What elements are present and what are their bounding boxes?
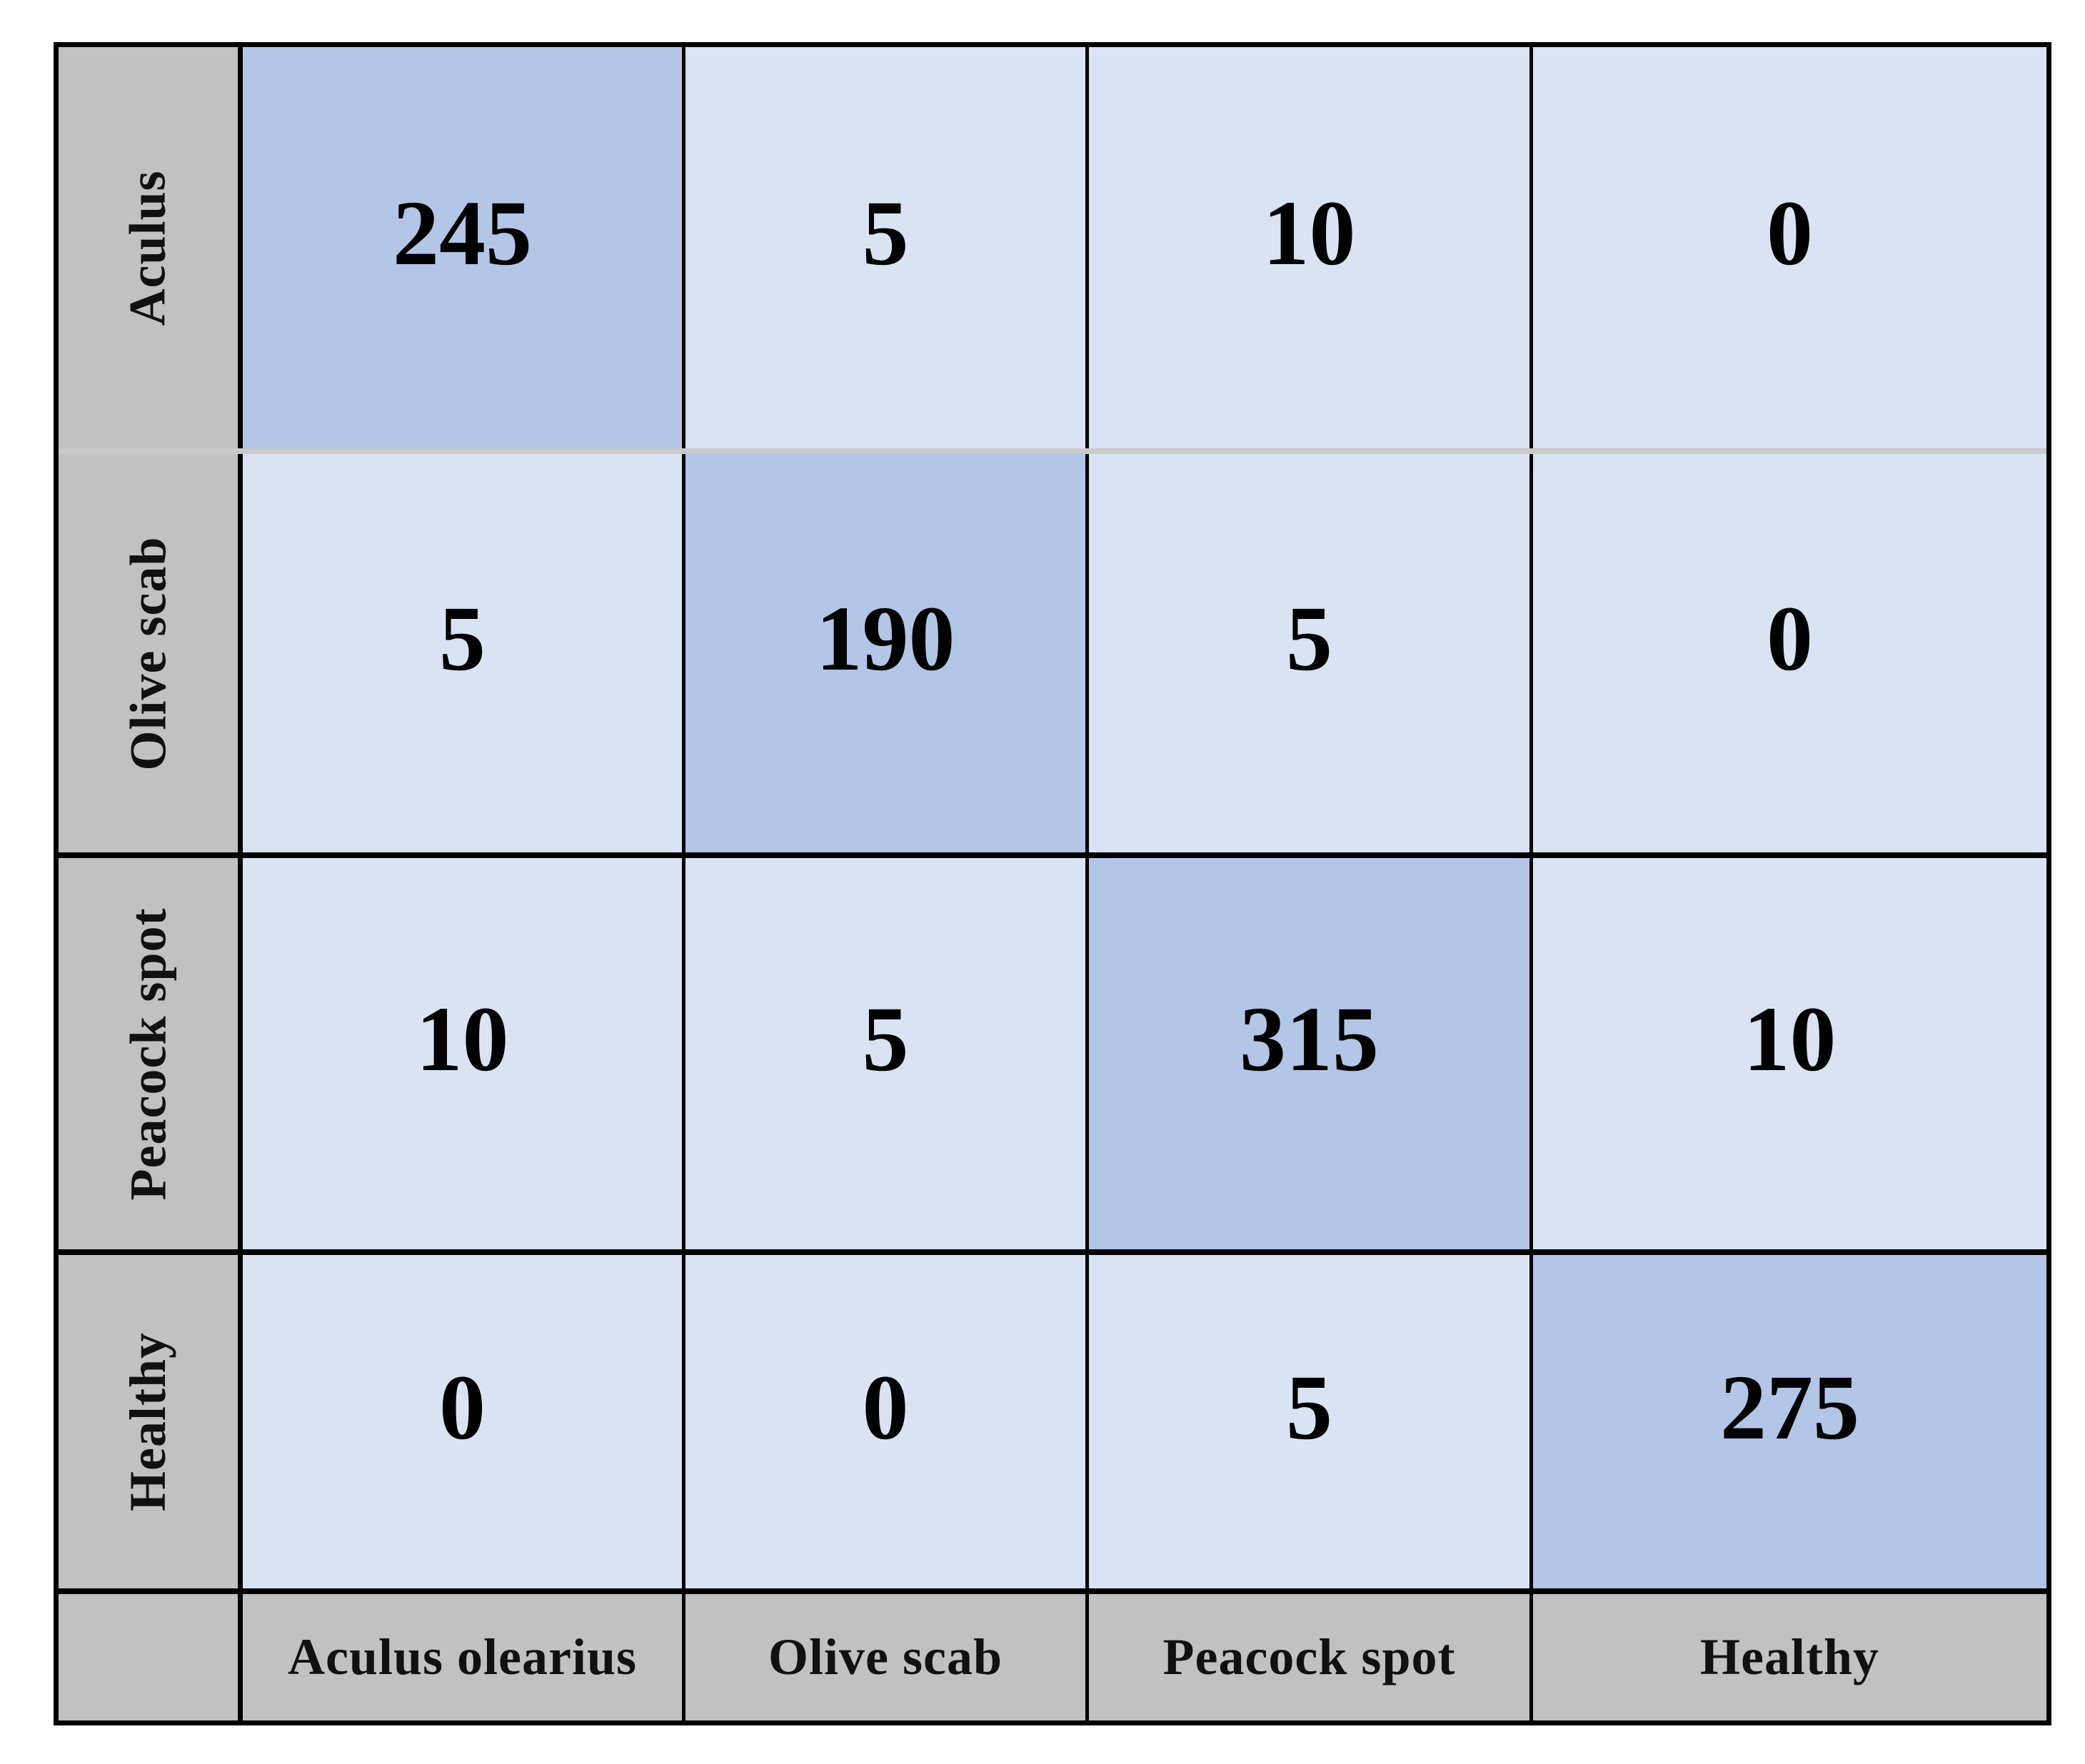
cell-r4c3: 5 (1089, 1255, 1533, 1594)
cell-r1c1: 245 (243, 47, 685, 454)
cell-value: 10 (1743, 988, 1837, 1091)
cell-r2c2: 190 (685, 454, 1089, 858)
col-header-aculus-olearius: Aculus olearius (243, 1594, 685, 1720)
cell-r3c2: 5 (685, 858, 1089, 1255)
col-header-peacock-spot: Peacock spot (1089, 1594, 1533, 1720)
cell-r2c3: 5 (1089, 454, 1533, 858)
cell-value: 5 (439, 588, 486, 690)
cell-r3c4: 10 (1533, 858, 2046, 1255)
cell-value: 0 (862, 1356, 909, 1459)
cell-value: 275 (1720, 1356, 1859, 1459)
cell-r1c2: 5 (685, 47, 1089, 454)
col-header-olive-scab-label: Olive scab (768, 1628, 1003, 1685)
cell-value: 5 (1286, 588, 1332, 690)
cell-r4c2: 0 (685, 1255, 1089, 1594)
cell-r3c3: 315 (1089, 858, 1533, 1255)
cell-r2c4: 0 (1533, 454, 2046, 858)
corner-cell (59, 1594, 243, 1720)
cell-value: 0 (1767, 588, 1813, 690)
cell-r4c1: 0 (243, 1255, 685, 1594)
col-header-peacock-spot-label: Peacock spot (1162, 1628, 1456, 1685)
cell-value: 5 (862, 182, 909, 285)
cell-value: 315 (1240, 988, 1379, 1091)
col-header-healthy-label: Healthy (1700, 1628, 1879, 1685)
cell-r1c3: 10 (1089, 47, 1533, 454)
row-header-olive-scab: Olive scab (59, 454, 243, 858)
cell-r1c4: 0 (1533, 47, 2046, 454)
cell-value: 5 (1286, 1356, 1332, 1459)
row-header-olive-scab-label: Olive scab (119, 536, 176, 770)
row-header-peacock-spot-label: Peacock spot (119, 907, 176, 1200)
row-header-aculus-label: Aculus (119, 169, 176, 326)
cell-r4c4: 275 (1533, 1255, 2046, 1594)
cell-value: 10 (416, 988, 509, 1091)
cell-value: 245 (393, 182, 532, 285)
cell-value: 10 (1262, 182, 1356, 285)
cell-r3c1: 10 (243, 858, 685, 1255)
confusion-matrix-table: Aculus 245 5 10 0 Olive scab 5 190 5 0 P… (54, 42, 2051, 1725)
cell-value: 0 (1767, 182, 1813, 285)
col-header-aculus-olearius-label: Aculus olearius (287, 1628, 638, 1685)
col-header-healthy: Healthy (1533, 1594, 2046, 1720)
row-header-peacock-spot: Peacock spot (59, 858, 243, 1255)
row-header-healthy: Healthy (59, 1255, 243, 1594)
col-header-olive-scab: Olive scab (685, 1594, 1089, 1720)
row-divider-line (59, 448, 2046, 454)
cell-value: 5 (862, 988, 909, 1091)
cell-value: 190 (815, 588, 955, 690)
cell-r2c1: 5 (243, 454, 685, 858)
row-header-aculus: Aculus (59, 47, 243, 454)
cell-value: 0 (439, 1356, 486, 1459)
row-header-healthy-label: Healthy (119, 1332, 176, 1511)
